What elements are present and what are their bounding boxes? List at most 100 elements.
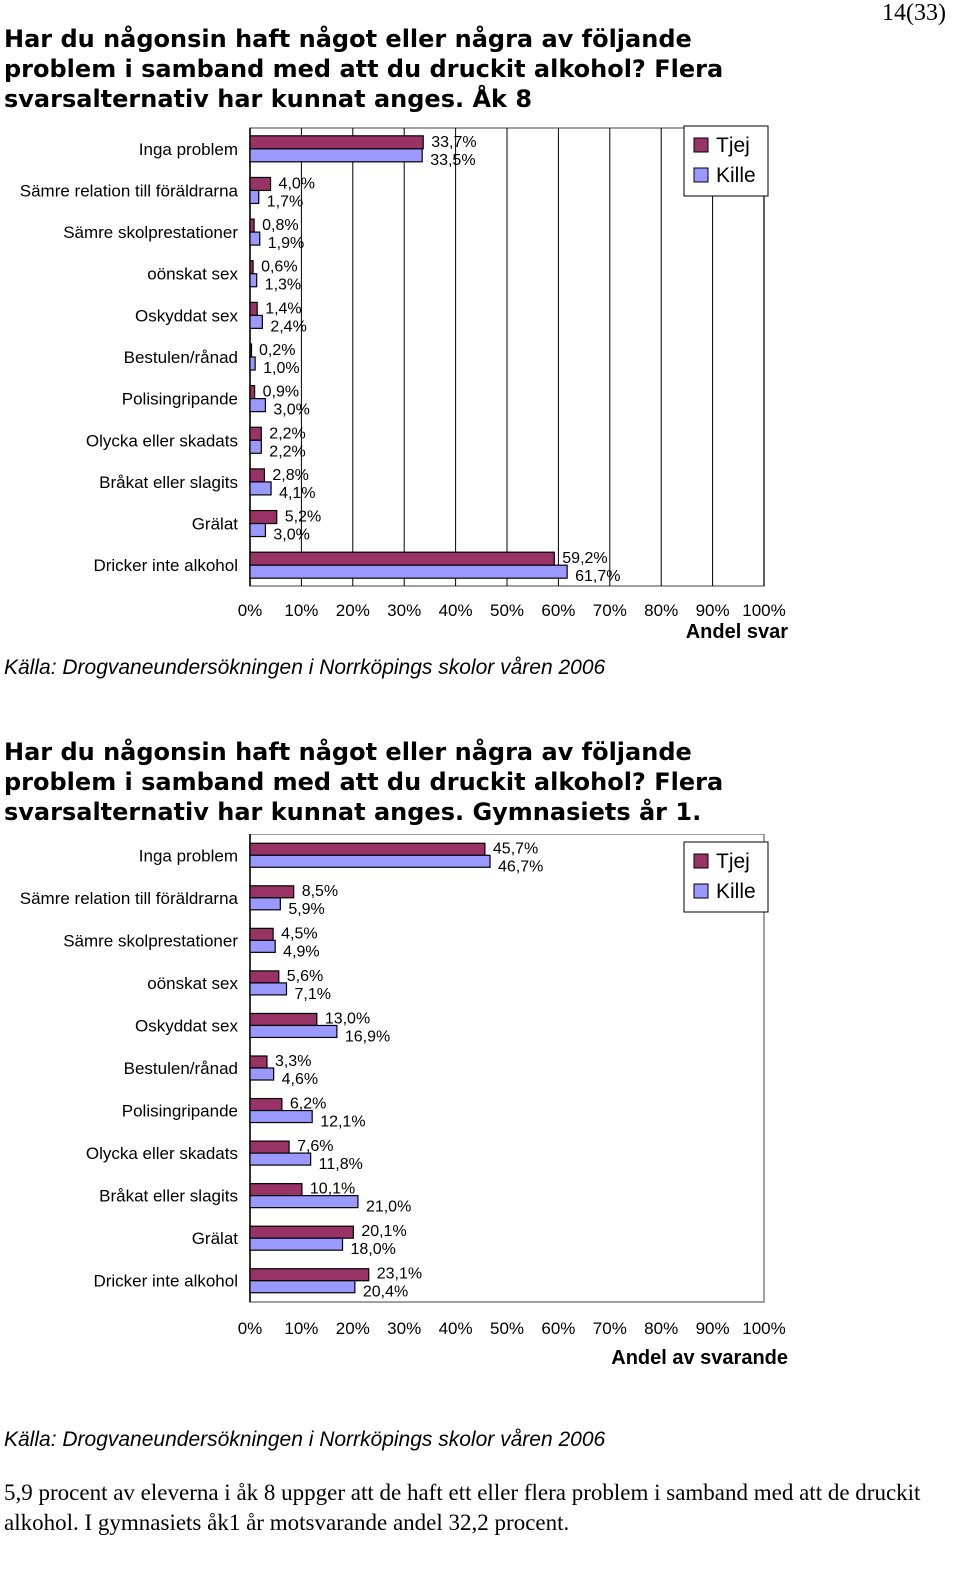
chart-2-x-axis-label: Andel av svarande: [611, 1347, 788, 1369]
chart-2-bar-kille: [249, 1195, 359, 1209]
chart-1-data-label: 1,4%: [265, 300, 301, 317]
chart-1-bar-kille: [249, 231, 261, 246]
chart-2-bar-kille: [249, 1237, 344, 1251]
chart-1-data-label: 1,3%: [265, 277, 301, 294]
chart-2-bar-kille: [249, 1152, 312, 1166]
chart-2-data-label: 20,4%: [363, 1284, 408, 1301]
chart-2-category-label: Sämre skolprestationer: [63, 931, 238, 950]
chart-1-category-label: Oskyddat sex: [135, 306, 238, 325]
chart-1-x-tick-label: 30%: [387, 601, 421, 620]
chart-2-x-tick-label: 50%: [490, 1319, 524, 1338]
chart-1-bar-kille: [249, 148, 423, 163]
chart-1-title: Har du någonsin haft något eller några a…: [4, 25, 724, 113]
chart-1-bar-kille: [249, 522, 267, 538]
chart-2-x-tick-label: 30%: [387, 1319, 421, 1338]
chart-1-data-label: 5,2%: [285, 509, 321, 526]
chart-1-x-tick-label: 90%: [696, 601, 730, 620]
chart-1-bar-tjej: [249, 301, 258, 316]
chart-2-data-label: 10,1%: [310, 1181, 355, 1198]
chart-1-legend-label-tjej: Tjej: [716, 134, 750, 157]
chart-2-bar-tjej: [249, 970, 280, 984]
chart-2-bar-tjej: [249, 1225, 354, 1239]
chart-2-x-tick-label: 80%: [644, 1319, 678, 1338]
chart-2-legend-swatch-kille: [693, 883, 709, 899]
chart-1-bar-tjej: [249, 176, 272, 192]
chart-1-bar-tjej: [249, 385, 256, 400]
chart-1-svg: Inga problem Sämre relation till föräldra…: [20, 125, 788, 640]
chart-2-bar-tjej: [249, 1140, 290, 1154]
chart-1-bar-kille: [249, 314, 263, 329]
chart-1-bar-tjej: [249, 426, 262, 441]
chart-1-category-label: Polisingripande: [122, 390, 238, 409]
chart-2-bar-tjej: [249, 885, 295, 899]
chart-2-data-label: 16,9%: [345, 1028, 390, 1045]
chart-1-category-label: Sämre relation till föräldrarna: [20, 181, 239, 200]
chart-1-data-label: 4,1%: [279, 485, 315, 502]
chart-1-bar-tjej: [249, 551, 555, 566]
chart-1-category-label: Bråkat eller slagits: [99, 473, 238, 492]
chart-1-bar-tjej: [249, 260, 254, 275]
chart-2-category-label: Oskyddat sex: [135, 1016, 238, 1035]
footer-text: 5,9 procent av eleverna i åk 8 uppger at…: [4, 1480, 921, 1535]
chart-1-data-label: 2,8%: [272, 467, 308, 484]
chart-1-x-tick-label: 40%: [439, 601, 473, 620]
chart-2-data-label: 18,0%: [351, 1241, 396, 1258]
chart-1-category-label: Grälat: [192, 515, 239, 534]
chart-1-x-axis-label: Andel svar: [686, 621, 788, 640]
chart-1-legend-swatch-kille: [693, 167, 709, 183]
chart-2-bar-tjej: [249, 927, 274, 941]
chart-2-bar-tjej: [249, 1012, 318, 1027]
chart-2-bar-tjej: [249, 1097, 283, 1112]
chart-2-data-label: 4,9%: [283, 943, 319, 960]
chart-1-category-label: Olycka eller skadats: [86, 431, 238, 450]
chart-1-x-tick-label: 60%: [541, 601, 575, 620]
chart-1-bar-tjej: [249, 218, 255, 233]
chart-1-data-label: 1,7%: [267, 193, 303, 210]
chart-1-data-label: 2,4%: [270, 318, 306, 335]
chart-2-data-label: 3,3%: [275, 1053, 311, 1070]
chart-2-bar-kille: [249, 939, 276, 953]
chart-2-data-label: 45,7%: [493, 840, 538, 857]
chart-1-data-label: 3,0%: [273, 402, 309, 419]
chart-2-category-label: Sämre relation till föräldrarna: [20, 889, 239, 908]
chart-2-bar-tjej: [249, 842, 486, 856]
chart-2-x-tick-label: 10%: [284, 1319, 318, 1338]
chart-2-category-label: oönskat sex: [147, 974, 238, 993]
chart-2-title: Har du någonsin haft något eller några a…: [4, 738, 724, 826]
chart-2-bar-tjej: [249, 1055, 268, 1069]
chart-1-data-label: 0,6%: [261, 259, 297, 276]
chart-1-bar-kille: [249, 398, 267, 413]
chart-1-x-tick-label: 70%: [593, 601, 627, 620]
chart-1-bar-kille: [249, 564, 568, 579]
chart-1-legend-label-kille: Kille: [716, 164, 756, 187]
chart-1-source: Källa: Drogvaneundersökningen i Norrköpi…: [4, 656, 606, 679]
chart-1-bar-kille: [249, 481, 272, 496]
chart-2-x-tick-label: 40%: [439, 1319, 473, 1338]
chart-1: Inga problem Sämre relation till föräldra…: [0, 120, 960, 640]
chart-1-bar-tjej: [249, 468, 265, 483]
chart-1-bar-kille: [249, 439, 262, 454]
chart-2-category-label: Olycka eller skadats: [86, 1144, 238, 1163]
chart-1-x-tick-label: 10%: [284, 601, 318, 620]
chart-2-bar-kille: [249, 1067, 275, 1081]
chart-1-x-tick-label: 0%: [238, 601, 263, 620]
chart-1-bar-kille: [249, 189, 260, 205]
chart-1-bar-tjej: [249, 343, 253, 358]
chart-2-data-label: 6,2%: [290, 1096, 326, 1113]
chart-2-data-label: 20,1%: [361, 1223, 406, 1240]
chart-1-data-label: 3,0%: [273, 527, 309, 544]
chart-1-legend-swatch-tjej: [693, 137, 709, 153]
chart-2-bar-kille: [249, 854, 491, 868]
chart-2-data-label: 5,9%: [288, 901, 324, 918]
chart-2-bar-kille: [249, 1109, 313, 1124]
chart-1-x-tick-label: 20%: [336, 601, 370, 620]
chart-1-category-label: oönskat sex: [147, 265, 238, 284]
chart-2-data-label: 8,5%: [302, 883, 338, 900]
chart-1-data-label: 0,2%: [259, 342, 295, 359]
chart-2-x-tick-label: 20%: [336, 1319, 370, 1338]
chart-2-bar-kille: [249, 897, 281, 911]
chart-2-x-tick-label: 100%: [742, 1319, 785, 1338]
chart-2-data-label: 7,6%: [297, 1138, 333, 1155]
chart-1-category-label: Sämre skolprestationer: [63, 223, 238, 242]
chart-2-category-label: Bestulen/rånad: [124, 1059, 238, 1078]
